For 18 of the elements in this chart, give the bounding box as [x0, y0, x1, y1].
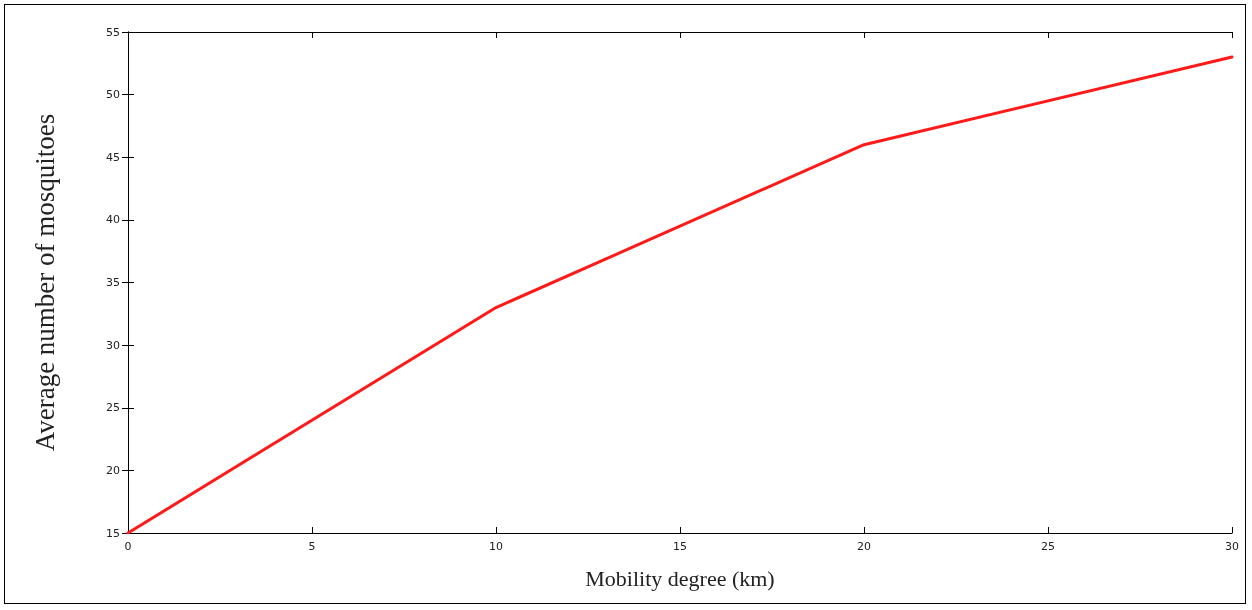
- y-tick-label: 35: [106, 276, 120, 289]
- x-tick-label: 10: [489, 540, 503, 553]
- y-axis-title: Average number of mosquitoes: [29, 113, 60, 452]
- y-tick-label: 40: [106, 213, 120, 227]
- y-tick-label: 30: [106, 338, 120, 352]
- y-tick-label: 50: [106, 88, 120, 102]
- x-tick-label: 25: [1041, 540, 1055, 553]
- y-tick-label: 15: [106, 526, 120, 540]
- x-axis-title: Mobility degree (km): [585, 565, 775, 591]
- x-tick-label: 30: [1225, 540, 1239, 553]
- y-tick-label: 25: [106, 401, 120, 415]
- y-tick-label: 20: [106, 463, 120, 477]
- y-tick-label: 55: [106, 25, 120, 39]
- y-tick-label: 45: [106, 150, 120, 164]
- x-tick-label: 20: [857, 540, 871, 553]
- x-tick-label: 5: [308, 540, 316, 553]
- x-tick-label: 15: [673, 540, 687, 553]
- x-tick-label: 0: [124, 540, 132, 553]
